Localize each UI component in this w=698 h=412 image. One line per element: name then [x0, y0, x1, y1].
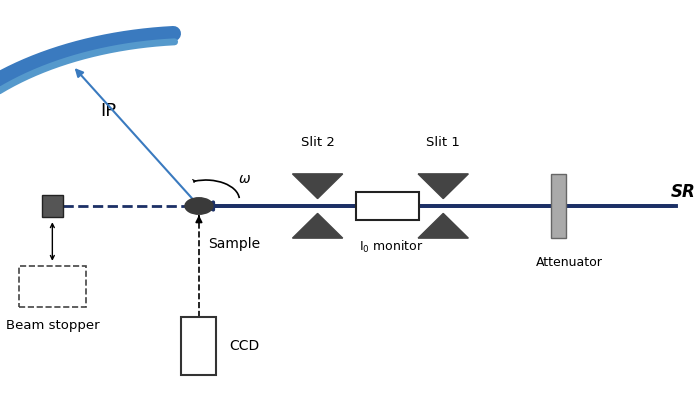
- Polygon shape: [418, 174, 468, 199]
- Polygon shape: [418, 213, 468, 238]
- Polygon shape: [292, 174, 343, 199]
- Text: Sample: Sample: [208, 237, 260, 251]
- Text: Beam stopper: Beam stopper: [6, 319, 99, 332]
- Text: Slit 2: Slit 2: [301, 136, 334, 149]
- Bar: [181, 317, 216, 375]
- Text: I$_0$ monitor: I$_0$ monitor: [359, 239, 423, 255]
- Text: CCD: CCD: [229, 339, 259, 353]
- Text: $\omega$: $\omega$: [238, 172, 251, 186]
- Text: $\bfit{SR}$: $\bfit{SR}$: [670, 183, 695, 201]
- Text: IP: IP: [100, 102, 117, 120]
- Bar: [42, 195, 63, 218]
- Text: Slit 1: Slit 1: [426, 136, 460, 149]
- Circle shape: [185, 198, 213, 214]
- Bar: [551, 174, 566, 238]
- Polygon shape: [292, 213, 343, 238]
- Bar: [356, 192, 419, 220]
- Text: Attenuator: Attenuator: [535, 256, 602, 269]
- Bar: [19, 266, 85, 307]
